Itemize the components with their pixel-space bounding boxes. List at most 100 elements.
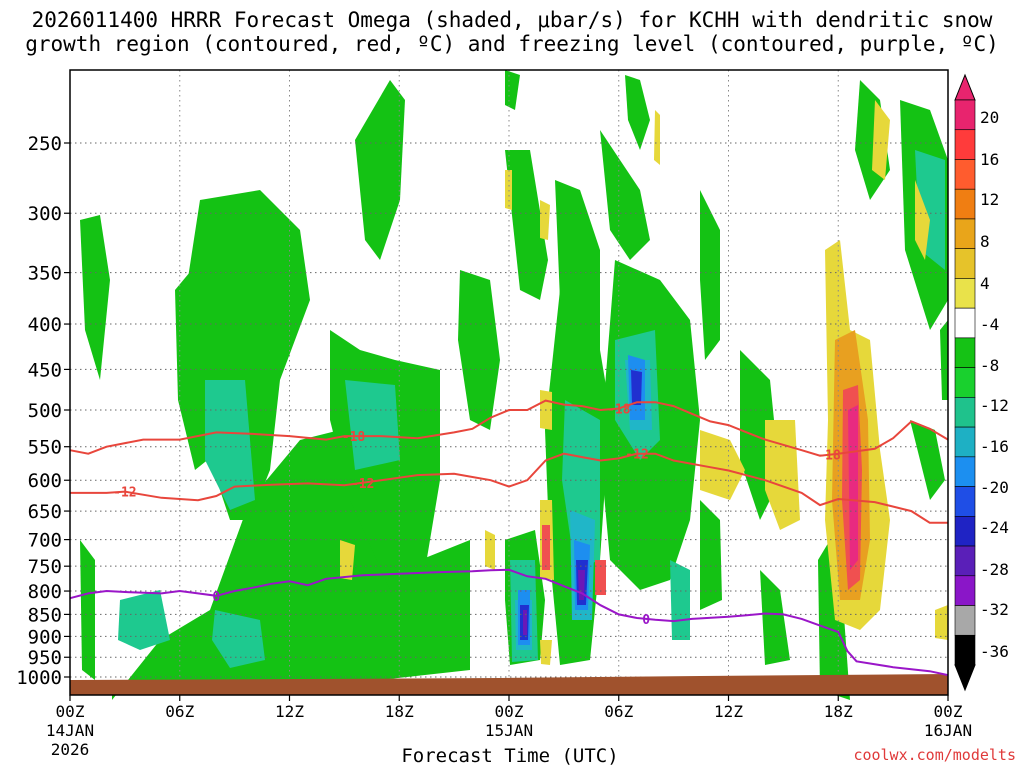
x-tick-date-8: 16JAN <box>924 721 972 740</box>
omega-region-17 <box>505 70 520 110</box>
colorbar-label-9: -20 <box>980 478 1009 497</box>
isoline-label-1-1: -12 <box>351 477 374 492</box>
y-tick-label-750: 750 <box>28 556 62 578</box>
ground-fill <box>70 674 948 695</box>
y-tick-label-850: 850 <box>28 604 62 626</box>
isoline-label-2-0: 0 <box>212 590 220 605</box>
colorbar-label-11: -28 <box>980 560 1009 579</box>
omega-region-0 <box>112 430 470 700</box>
omega-region-7 <box>505 150 548 300</box>
omega-region-23 <box>910 420 945 500</box>
y-tick-label-300: 300 <box>28 203 62 225</box>
colorbar-label-4: 4 <box>980 274 990 293</box>
isoline-label-1-2: -12 <box>625 448 648 463</box>
omega-region-62 <box>542 525 550 570</box>
credit-label[interactable]: coolwx.com/modelts <box>853 746 1016 764</box>
colorbar-swatch-10 <box>954 397 976 428</box>
chart-title-line-1: 2026011400 HRRR Forecast Omega (shaded, … <box>31 8 993 32</box>
omega-region-6 <box>458 270 500 430</box>
isolines-layer: -18 -18 -18 -12 -12 -12 0 0 <box>69 399 949 677</box>
x-tick-label-8: 00Z <box>934 702 963 721</box>
colorbar-swatch-17 <box>954 605 976 636</box>
ground-surface <box>70 674 948 695</box>
colorbar-label-0: 20 <box>980 108 999 127</box>
x-tick-label-1: 06Z <box>165 702 194 721</box>
chart-title-line-2: growth region (contoured, red, ºC) and f… <box>25 32 999 56</box>
omega-region-56 <box>540 200 550 240</box>
y-axis: 2503003504004505005506006507007508008509… <box>16 133 70 689</box>
colorbar-label-10: -24 <box>980 518 1009 537</box>
omega-region-53 <box>485 530 495 570</box>
isoline-2 <box>69 568 949 677</box>
omega-region-9 <box>600 130 650 260</box>
colorbar-swatch-6 <box>954 278 976 309</box>
y-tick-label-1000: 1000 <box>16 667 62 689</box>
omega-region-4 <box>355 80 405 260</box>
colorbar-swatch-16 <box>954 575 976 606</box>
y-tick-label-250: 250 <box>28 133 62 155</box>
isoline-label-0-1: -18 <box>607 402 631 417</box>
colorbar-label-2: 12 <box>980 190 999 209</box>
y-tick-label-400: 400 <box>28 314 62 336</box>
isoline-1 <box>70 452 948 524</box>
y-tick-label-950: 950 <box>28 647 62 669</box>
colorbar-label-6: -8 <box>980 356 999 375</box>
colorbar-label-3: 8 <box>980 232 990 251</box>
omega-region-21 <box>700 500 722 610</box>
y-tick-label-500: 500 <box>28 400 62 422</box>
y-tick-label-550: 550 <box>28 437 62 459</box>
colorbar-swatch-1 <box>954 129 976 160</box>
colorbar-swatch-7 <box>954 307 976 339</box>
omega-region-27 <box>212 610 265 668</box>
colorbar-label-5: -4 <box>980 315 999 334</box>
omega-region-43 <box>523 610 527 635</box>
x-tick-label-4: 00Z <box>495 702 524 721</box>
y-tick-label-350: 350 <box>28 263 62 285</box>
x-tick-label-2: 12Z <box>275 702 304 721</box>
isoline-label-1-0: -12 <box>113 486 136 501</box>
x-tick-label-6: 12Z <box>714 702 743 721</box>
omega-region-3 <box>80 215 110 380</box>
omega-region-57 <box>935 605 948 640</box>
colorbar: 20 16 12 8 4 -4 -8 -12 -16 -20 -24 -28 -32 -36 <box>954 73 1009 692</box>
colorbar-label-1: 16 <box>980 150 999 169</box>
colorbar-swatch-0 <box>954 99 976 131</box>
omega-shading-layer <box>80 70 948 700</box>
colorbar-swatch-9 <box>954 367 976 398</box>
colorbar-swatch-15 <box>954 545 976 577</box>
omega-region-47 <box>765 420 800 530</box>
colorbar-top-arrow <box>954 73 976 101</box>
y-tick-label-700: 700 <box>28 530 62 552</box>
colorbar-swatch-5 <box>954 248 976 279</box>
colorbar-swatch-13 <box>954 486 976 517</box>
isoline-label-2-1: 0 <box>642 613 650 628</box>
omega-region-61 <box>595 560 606 595</box>
colorbar-swatch-2 <box>954 159 976 190</box>
omega-region-24 <box>940 320 948 400</box>
omega-region-33 <box>670 560 690 640</box>
y-tick-label-900: 900 <box>28 626 62 648</box>
y-tick-label-450: 450 <box>28 359 62 381</box>
x-tick-label-0: 00Z <box>56 702 85 721</box>
omega-region-63 <box>540 640 552 665</box>
colorbar-swatch-8 <box>954 337 976 368</box>
colorbar-swatch-14 <box>954 516 976 547</box>
omega-region-49 <box>915 180 930 260</box>
y-tick-label-650: 650 <box>28 501 62 523</box>
omega-region-28 <box>345 380 400 470</box>
omega-region-46 <box>700 430 745 500</box>
omega-region-18 <box>80 540 95 680</box>
x-tick-label-5: 06Z <box>604 702 633 721</box>
omega-region-11 <box>700 190 720 360</box>
x-tick-date-4: 15JAN <box>485 721 533 740</box>
colorbar-label-8: -16 <box>980 437 1009 456</box>
colorbar-swatch-12 <box>954 456 976 487</box>
isoline-0 <box>69 399 949 457</box>
x-tick-year-0: 2026 <box>51 740 90 759</box>
x-tick-label-3: 18Z <box>385 702 414 721</box>
colorbar-swatch-11 <box>954 426 976 458</box>
omega-region-25 <box>205 380 255 510</box>
x-tick-label-7: 18Z <box>824 702 853 721</box>
omega-region-54 <box>654 110 660 165</box>
